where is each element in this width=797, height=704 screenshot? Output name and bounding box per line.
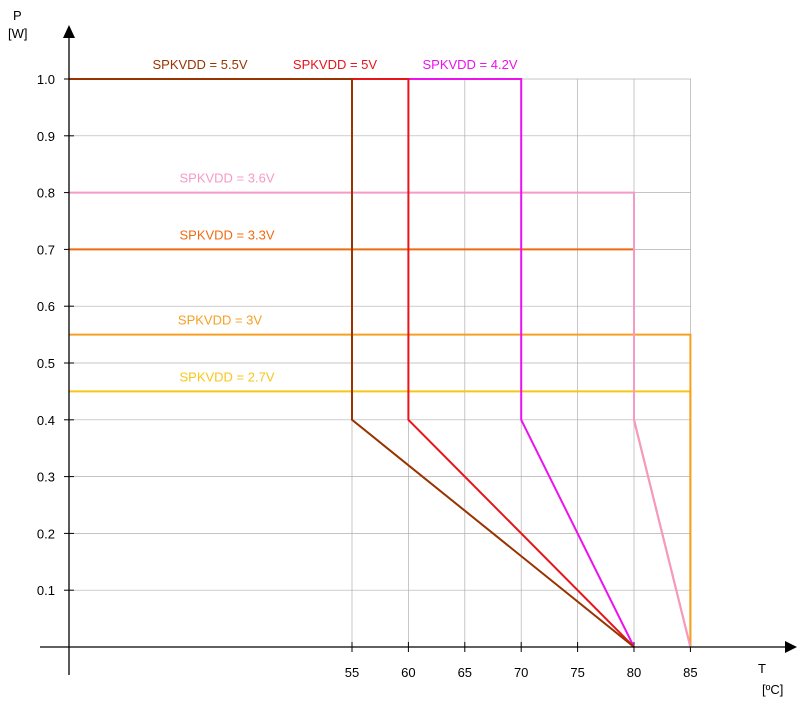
x-axis-title: T — [758, 661, 766, 676]
x-tick-label: 85 — [683, 665, 697, 680]
y-tick-label: 1.0 — [37, 72, 55, 87]
x-tick-label: 55 — [345, 665, 359, 680]
y-tick-label: 0.7 — [37, 242, 55, 257]
axes — [40, 25, 797, 675]
y-axis-unit: [W] — [8, 26, 28, 41]
series-line — [69, 78, 635, 648]
series-line — [69, 248, 692, 648]
y-tick-label: 0.6 — [37, 299, 55, 314]
x-axis-unit: [ºC] — [762, 682, 783, 697]
grid — [64, 78, 691, 652]
x-tick-label: 70 — [514, 665, 528, 680]
y-tick-label: 0.3 — [37, 470, 55, 485]
y-tick-label: 0.2 — [37, 526, 55, 541]
series-lines — [69, 78, 692, 648]
y-tick-label: 0.4 — [37, 413, 55, 428]
x-tick-label: 60 — [401, 665, 415, 680]
y-axis-title: P — [13, 8, 22, 23]
y-tick-label: 0.5 — [37, 356, 55, 371]
series-label: SPKVDD = 5.5V — [152, 57, 247, 72]
x-tick-label: 65 — [458, 665, 472, 680]
series-label: SPKVDD = 4.2V — [422, 57, 517, 72]
y-tick-label: 0.1 — [37, 583, 55, 598]
series-labels: SPKVDD = 5.5V SPKVDD = 5V SPKVDD = 4.2V SPK… — [152, 57, 517, 384]
tick-labels: 0.1 0.2 0.3 0.4 0.5 0.6 0.7 0.8 0.9 1.0 55 60 65 70 75… — [37, 72, 698, 680]
x-tick-label: 80 — [627, 665, 641, 680]
y-tick-label: 0.9 — [37, 129, 55, 144]
series-line — [69, 333, 692, 647]
series-label: SPKVDD = 3V — [178, 313, 263, 328]
series-label: SPKVDD = 5V — [293, 57, 378, 72]
y-axis-arrow — [63, 25, 75, 38]
series-label: SPKVDD = 2.7V — [179, 369, 274, 384]
series-label: SPKVDD = 3.3V — [179, 227, 274, 242]
series-label: SPKVDD = 3.6V — [179, 171, 274, 186]
x-axis-arrow — [785, 641, 797, 653]
x-tick-label: 75 — [570, 665, 584, 680]
y-tick-label: 0.8 — [37, 186, 55, 201]
